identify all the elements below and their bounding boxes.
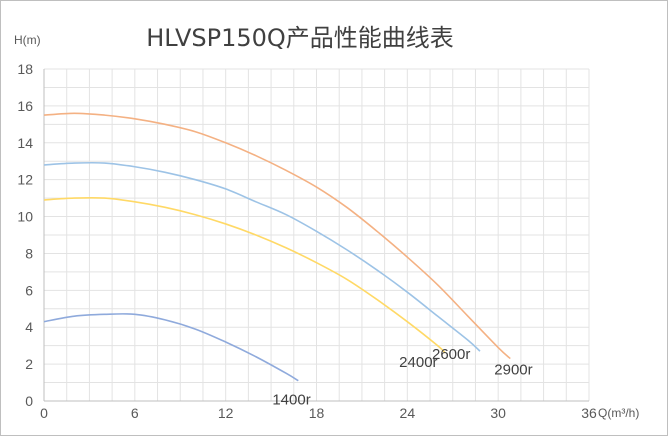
series-line-2900r — [43, 112, 511, 360]
x-tick-label: 24 — [400, 405, 416, 421]
x-tick-label: 30 — [490, 405, 506, 421]
series-line-2600r — [43, 161, 481, 352]
x-axis-label: Q(m³/h) — [598, 406, 639, 420]
chart-title: HLVSP150Q产品性能曲线表 — [146, 24, 454, 52]
series-label-1400r: 1400r — [272, 392, 310, 409]
y-tick-label: 8 — [25, 245, 33, 261]
y-axis-label: H(m) — [14, 33, 41, 47]
series-line-1400r — [43, 313, 299, 382]
y-tick-label: 14 — [17, 135, 33, 151]
y-tick-label: 18 — [17, 61, 33, 77]
series-label-2400r: 2400r — [399, 354, 437, 371]
y-tick-label: 0 — [25, 393, 33, 409]
x-tick-label: 6 — [131, 405, 139, 421]
y-tick-label: 10 — [17, 209, 33, 225]
x-tick-label: 0 — [40, 405, 48, 421]
series-line-2400r — [43, 196, 446, 354]
gridlines — [43, 68, 590, 402]
y-tick-label: 12 — [17, 172, 33, 188]
series-label-2600r: 2600r — [432, 346, 470, 363]
x-tick-label: 18 — [309, 405, 325, 421]
y-tick-label: 2 — [25, 356, 33, 372]
y-tick-label: 16 — [17, 98, 33, 114]
x-tick-label: 36 — [581, 405, 597, 421]
series-label-2900r: 2900r — [494, 362, 532, 379]
y-tick-label: 6 — [25, 282, 33, 298]
y-tick-label: 4 — [25, 319, 33, 335]
x-tick-label: 12 — [218, 405, 234, 421]
series-group — [43, 112, 511, 382]
